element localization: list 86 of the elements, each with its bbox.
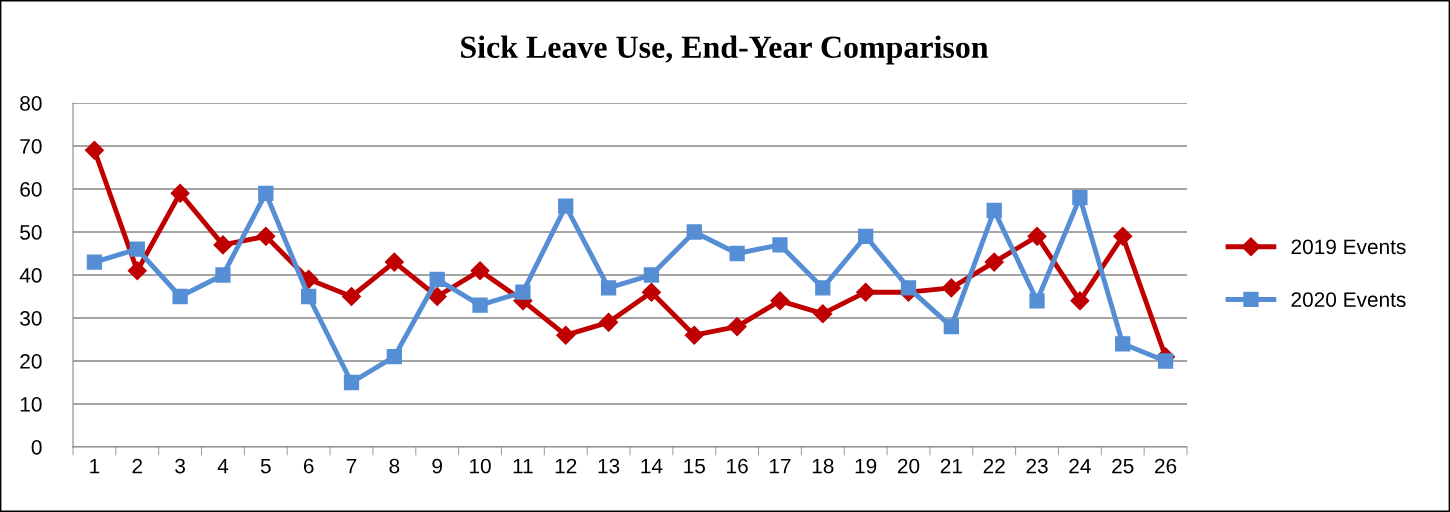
x-tick-label: 24 bbox=[1069, 458, 1091, 474]
x-tick-label: 6 bbox=[303, 458, 314, 474]
point bbox=[472, 297, 488, 313]
point bbox=[941, 278, 961, 298]
x-tick-label: 1 bbox=[90, 458, 100, 474]
x-tick-label: 23 bbox=[1026, 458, 1048, 474]
y-tick-label: 80 bbox=[20, 96, 42, 111]
x-tick-label: 20 bbox=[897, 458, 920, 474]
point bbox=[858, 228, 874, 244]
point bbox=[729, 245, 745, 262]
y-tick-label: 0 bbox=[31, 440, 42, 455]
point bbox=[343, 374, 360, 391]
point bbox=[813, 304, 833, 324]
point bbox=[686, 224, 702, 240]
point bbox=[1072, 189, 1088, 206]
legend-label: 2019 Events bbox=[1291, 239, 1406, 255]
point bbox=[984, 252, 1004, 272]
point bbox=[856, 282, 876, 302]
point bbox=[215, 267, 231, 283]
point bbox=[129, 241, 145, 257]
y-tick-label: 30 bbox=[20, 311, 42, 326]
point bbox=[429, 271, 445, 287]
point bbox=[943, 318, 959, 335]
x-tick-label: 11 bbox=[513, 458, 533, 474]
y-tick-label: 50 bbox=[20, 225, 42, 240]
x-tick-label: 25 bbox=[1112, 458, 1134, 474]
point bbox=[986, 202, 1002, 219]
point bbox=[470, 261, 490, 281]
x-tick-label: 18 bbox=[812, 458, 834, 474]
point bbox=[1157, 353, 1174, 369]
point bbox=[341, 286, 362, 307]
point bbox=[515, 284, 531, 300]
point bbox=[900, 280, 917, 296]
x-tick-label: 22 bbox=[983, 458, 1005, 474]
point bbox=[815, 280, 831, 296]
point bbox=[301, 288, 317, 305]
x-tick-label: 14 bbox=[641, 458, 663, 474]
point bbox=[643, 267, 660, 283]
x-tick-label: 13 bbox=[598, 458, 620, 474]
x-tick-label: 7 bbox=[346, 458, 357, 474]
point bbox=[1070, 291, 1090, 311]
x-tick-label: 12 bbox=[555, 458, 577, 474]
legend-label: 2020 Events bbox=[1291, 292, 1406, 307]
point bbox=[172, 288, 188, 305]
point bbox=[1113, 226, 1133, 246]
x-tick-label: 9 bbox=[432, 458, 442, 474]
x-tick-label: 26 bbox=[1155, 458, 1177, 474]
x-tick-label: 3 bbox=[175, 458, 185, 474]
x-tick-label: 16 bbox=[727, 458, 748, 474]
point bbox=[1029, 293, 1045, 309]
x-tick-label: 2 bbox=[132, 458, 143, 474]
x-tick-label: 15 bbox=[684, 458, 705, 474]
point bbox=[127, 261, 147, 281]
point bbox=[213, 235, 233, 255]
y-tick-label: 20 bbox=[20, 354, 42, 369]
x-tick-label: 10 bbox=[470, 458, 491, 474]
point bbox=[256, 226, 276, 246]
point bbox=[641, 282, 661, 302]
point bbox=[727, 317, 747, 337]
y-tick-label: 60 bbox=[20, 182, 42, 197]
point bbox=[86, 254, 103, 270]
x-tick-label: 17 bbox=[769, 458, 791, 474]
x-tick-label: 4 bbox=[217, 458, 229, 474]
point bbox=[386, 349, 402, 365]
point bbox=[558, 198, 574, 214]
y-tick-label: 10 bbox=[20, 397, 42, 412]
point bbox=[384, 252, 404, 272]
x-tick-label: 19 bbox=[855, 458, 877, 474]
y-tick-label: 70 bbox=[20, 139, 42, 154]
chart-title: Sick Leave Use, End-Year Comparison bbox=[461, 35, 989, 65]
point bbox=[84, 140, 104, 160]
point bbox=[258, 185, 274, 201]
point bbox=[556, 325, 576, 345]
y-tick-label: 40 bbox=[19, 268, 42, 283]
point bbox=[684, 325, 704, 345]
x-tick-label: 21 bbox=[940, 458, 962, 474]
x-tick-label: 5 bbox=[260, 458, 271, 474]
point bbox=[600, 280, 617, 296]
point bbox=[427, 286, 447, 307]
point bbox=[1027, 226, 1047, 246]
point bbox=[770, 291, 790, 311]
point bbox=[772, 237, 788, 253]
point bbox=[1115, 336, 1131, 352]
point bbox=[170, 183, 190, 203]
x-tick-label: 8 bbox=[389, 458, 400, 474]
point bbox=[599, 312, 619, 332]
